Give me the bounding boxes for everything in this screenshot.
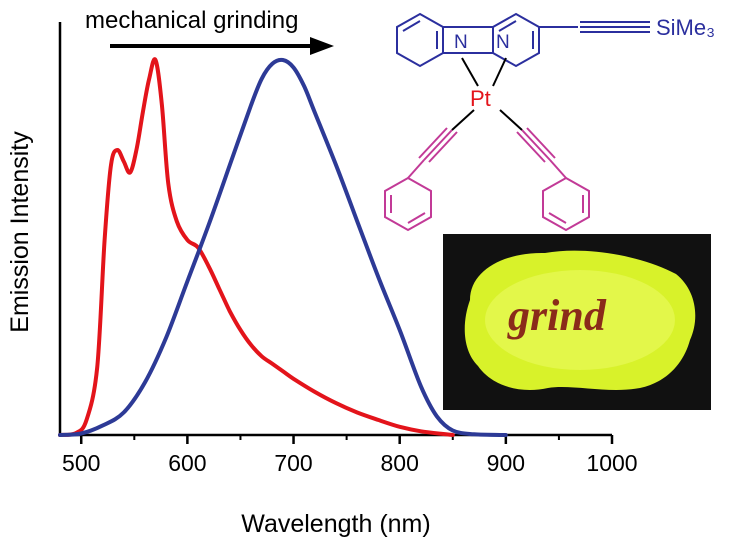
right-phenyl-ring (542, 176, 590, 232)
right-alkyne-to-ring (549, 159, 567, 179)
pt-alkynyl-bond-right (499, 109, 523, 131)
left-alkyne-line-2 (418, 127, 448, 159)
annotation-arrow-head (310, 37, 334, 55)
photo-glow-halo (485, 270, 675, 370)
left-ring-inner-bond-1 (402, 20, 421, 32)
x-axis-tick-labels: 500 600 700 800 900 1000 (62, 450, 638, 476)
right-alkyne-line-2 (526, 127, 556, 159)
left-alkyne-line-3 (428, 131, 458, 163)
axes: 500 600 700 800 900 1000 (58, 22, 638, 476)
grind-photo-inset: grind (443, 234, 711, 410)
right-alkyne-line-3 (516, 131, 546, 163)
x-tick-label: 800 (381, 450, 419, 476)
x-tick-label: 1000 (586, 450, 637, 476)
left-alkyne-line-1 (423, 129, 453, 161)
photo-word: grind (507, 291, 607, 340)
sime3-label: SiMe₃ (656, 15, 715, 40)
platinum-label: Pt (470, 86, 491, 111)
left-phenyl-inner-2 (407, 212, 426, 224)
left-nitrogen-label: N (454, 32, 468, 53)
x-axis-label: Wavelength (nm) (241, 510, 430, 538)
x-axis-ticks (79, 435, 614, 444)
left-alkyne-to-ring (407, 159, 425, 179)
blue-emission-series-line (58, 57, 508, 437)
x-tick-label: 500 (62, 450, 100, 476)
pt-alkynyl-bond-left (451, 109, 475, 131)
annotation-text: mechanical grinding (85, 7, 298, 34)
molecule-structure: N N SiMe₃ Pt (384, 12, 715, 232)
red-emission-series-line (58, 57, 455, 437)
x-tick-label: 900 (487, 450, 525, 476)
right-nitrogen-label: N (496, 32, 510, 53)
right-phenyl-inner-2 (548, 212, 567, 224)
n-pt-bond-left (461, 57, 479, 87)
right-alkyne-line-1 (521, 129, 551, 161)
x-tick-label: 700 (274, 450, 312, 476)
n-pt-bond-right (492, 57, 507, 87)
x-tick-label: 600 (168, 450, 206, 476)
right-ring-inner-bond-1 (498, 20, 517, 32)
grinding-annotation: mechanical grinding (85, 7, 334, 55)
left-phenyl-ring (384, 176, 432, 232)
y-axis-label: Emission Intensity (6, 131, 34, 333)
series-layer (58, 57, 508, 437)
